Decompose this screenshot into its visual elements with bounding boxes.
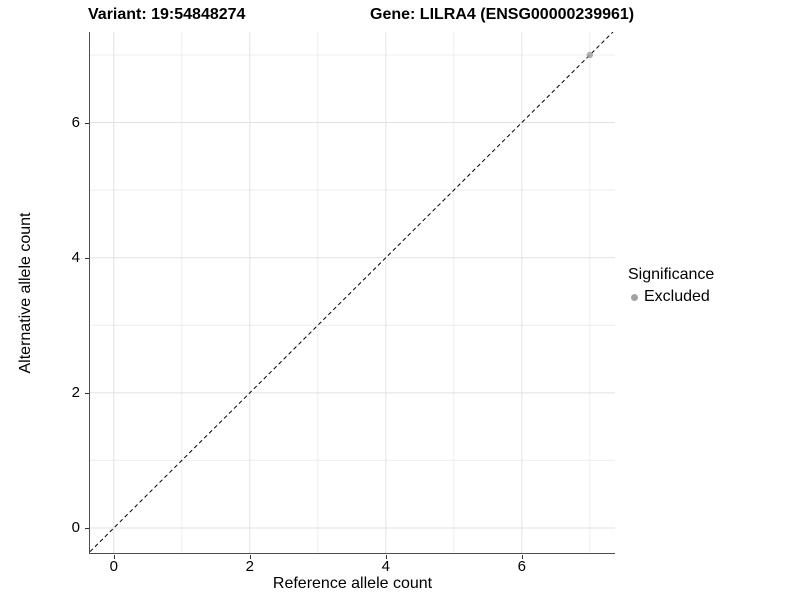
y-axis-tick-label: 2 — [71, 383, 80, 401]
x-axis-title: Reference allele count — [272, 575, 433, 592]
y-axis-tick-mark — [84, 122, 89, 124]
x-axis-tick-mark — [113, 554, 115, 559]
legend-point-icon — [631, 293, 638, 301]
y-axis-title: Alternative allele count — [17, 212, 34, 374]
legend: Significance Excluded — [628, 266, 714, 306]
plot-panel — [88, 32, 615, 554]
x-axis-tick-mark — [521, 554, 523, 559]
plot-title-gene: Gene: LILRA4 (ENSG00000239961) — [370, 6, 635, 23]
x-axis-tick-mark — [385, 554, 387, 559]
data-point-excluded — [586, 51, 593, 59]
legend-item-label: Excluded — [644, 288, 710, 305]
y-axis-tick-mark — [84, 392, 89, 394]
y-axis-tick-label: 4 — [71, 248, 80, 266]
legend-item-excluded: Excluded — [628, 288, 714, 306]
identity-reference-line — [89, 32, 613, 553]
y-axis-tick-mark — [84, 527, 89, 529]
chart-canvas — [89, 32, 615, 553]
x-axis-tick-label: 6 — [517, 558, 526, 575]
y-axis-tick-mark — [84, 257, 89, 259]
y-axis-tick-label: 0 — [71, 518, 80, 536]
plot-title-variant: Variant: 19:54848274 — [88, 6, 246, 23]
x-axis-tick-mark — [249, 554, 251, 559]
x-axis-tick-label: 0 — [109, 558, 118, 575]
y-axis-tick-label: 6 — [71, 113, 80, 131]
legend-title: Significance — [628, 266, 715, 283]
x-axis-tick-label: 4 — [381, 558, 390, 575]
x-axis-tick-label: 2 — [245, 558, 254, 575]
